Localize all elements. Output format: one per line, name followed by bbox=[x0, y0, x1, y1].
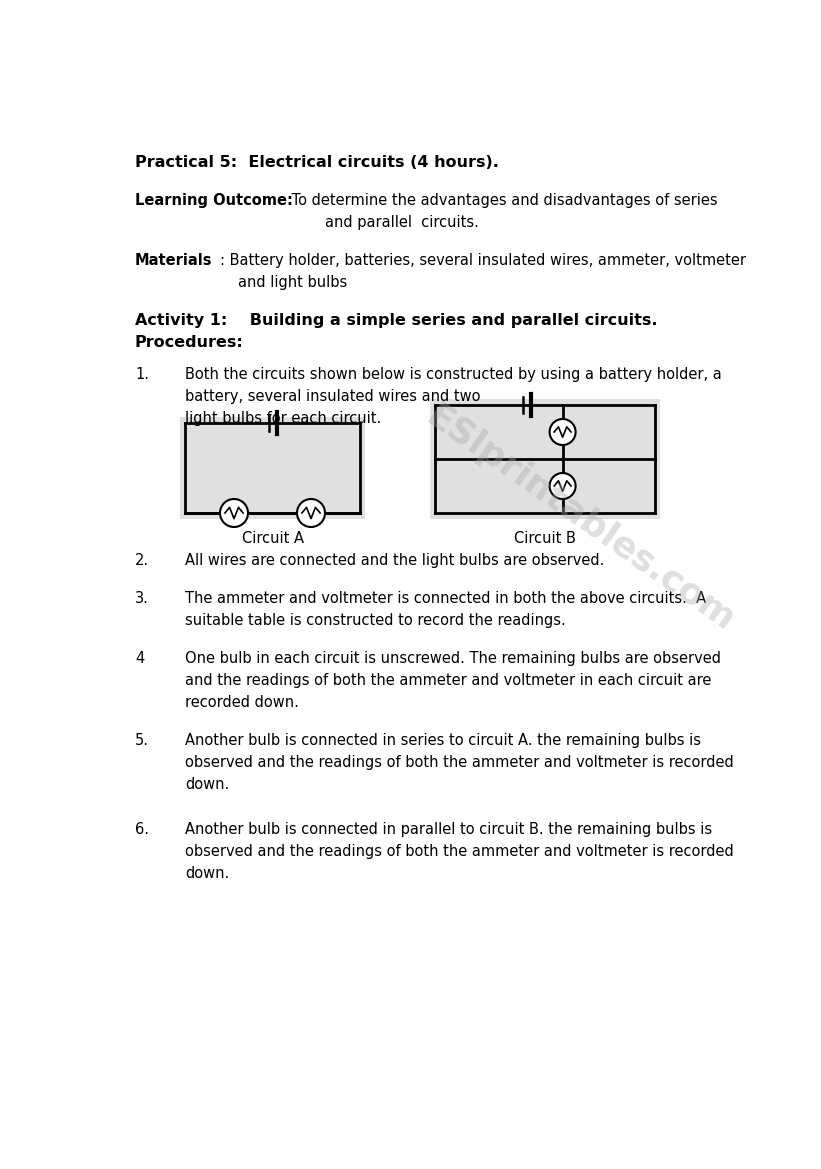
Text: The ammeter and voltmeter is connected in both the above circuits.  A: The ammeter and voltmeter is connected i… bbox=[185, 592, 706, 606]
Text: 5.: 5. bbox=[135, 733, 149, 748]
Circle shape bbox=[297, 499, 325, 527]
Text: Circuit A: Circuit A bbox=[241, 531, 304, 546]
Text: observed and the readings of both the ammeter and voltmeter is recorded: observed and the readings of both the am… bbox=[185, 755, 734, 770]
Text: 4: 4 bbox=[135, 651, 144, 666]
Text: Procedures:: Procedures: bbox=[135, 336, 244, 350]
Bar bbox=[430, 399, 660, 519]
Text: Circuit B: Circuit B bbox=[514, 531, 576, 546]
Text: down.: down. bbox=[185, 777, 229, 793]
Text: observed and the readings of both the ammeter and voltmeter is recorded: observed and the readings of both the am… bbox=[185, 844, 734, 859]
Text: Materials: Materials bbox=[135, 253, 213, 268]
Text: 6.: 6. bbox=[135, 822, 149, 837]
Circle shape bbox=[549, 419, 576, 445]
Text: 2.: 2. bbox=[135, 553, 149, 568]
Text: All wires are connected and the light bulbs are observed.: All wires are connected and the light bu… bbox=[185, 553, 604, 568]
Text: ESlprintables.com: ESlprintables.com bbox=[420, 400, 741, 638]
Text: : Battery holder, batteries, several insulated wires, ammeter, voltmeter: : Battery holder, batteries, several ins… bbox=[220, 253, 746, 268]
Text: Learning Outcome:: Learning Outcome: bbox=[135, 193, 293, 208]
Text: suitable table is constructed to record the readings.: suitable table is constructed to record … bbox=[185, 613, 566, 628]
Text: down.: down. bbox=[185, 866, 229, 881]
Text: Both the circuits shown below is constructed by using a battery holder, a: Both the circuits shown below is constru… bbox=[185, 367, 722, 382]
Text: Practical 5:  Electrical circuits (4 hours).: Practical 5: Electrical circuits (4 hour… bbox=[135, 155, 499, 170]
Circle shape bbox=[549, 473, 576, 499]
Text: and light bulbs: and light bulbs bbox=[238, 275, 347, 290]
Text: 1.: 1. bbox=[135, 367, 149, 382]
Text: Another bulb is connected in series to circuit A. the remaining bulbs is: Another bulb is connected in series to c… bbox=[185, 733, 701, 748]
Text: and parallel  circuits.: and parallel circuits. bbox=[325, 215, 479, 230]
Text: 3.: 3. bbox=[135, 592, 149, 606]
Text: recorded down.: recorded down. bbox=[185, 696, 299, 710]
Text: battery, several insulated wires and two: battery, several insulated wires and two bbox=[185, 389, 480, 404]
Text: and the readings of both the ammeter and voltmeter in each circuit are: and the readings of both the ammeter and… bbox=[185, 673, 711, 689]
Text: One bulb in each circuit is unscrewed. The remaining bulbs are observed: One bulb in each circuit is unscrewed. T… bbox=[185, 651, 721, 666]
Circle shape bbox=[220, 499, 248, 527]
Text: Another bulb is connected in parallel to circuit B. the remaining bulbs is: Another bulb is connected in parallel to… bbox=[185, 822, 712, 837]
Bar bbox=[180, 417, 365, 519]
Text: To determine the advantages and disadvantages of series: To determine the advantages and disadvan… bbox=[287, 193, 718, 208]
Text: light bulbs for each circuit.: light bulbs for each circuit. bbox=[185, 411, 381, 426]
Text: Activity 1:    Building a simple series and parallel circuits.: Activity 1: Building a simple series and… bbox=[135, 313, 658, 328]
